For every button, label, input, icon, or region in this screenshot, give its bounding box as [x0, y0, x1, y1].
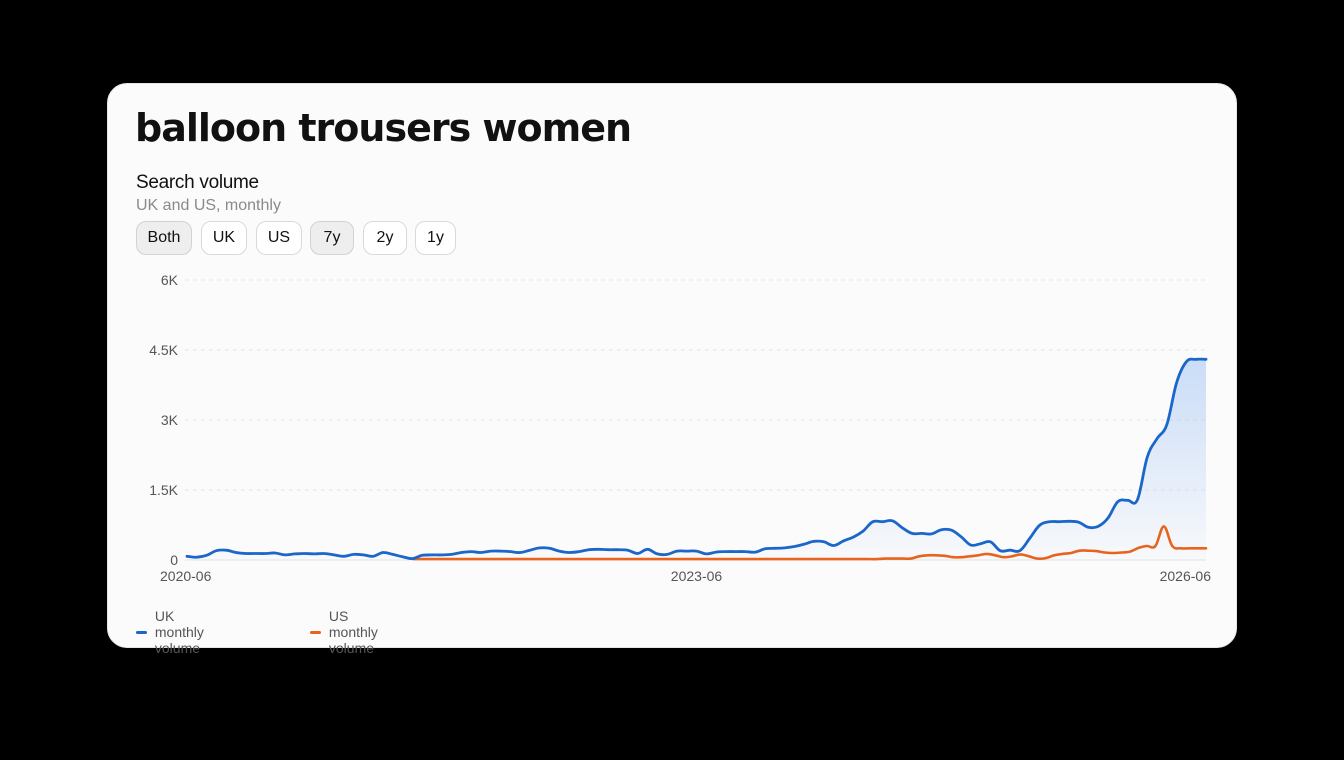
- range-2y-button[interactable]: 2y: [363, 221, 407, 255]
- chart-caption: UK and US, monthly: [136, 197, 281, 214]
- legend-label-uk: UK monthly volume: [154, 608, 204, 656]
- grid-lines: [185, 279, 1206, 561]
- chart-subtitle: Search volume: [136, 172, 259, 193]
- line-chart: 0 1.5K 3K 4.5K 6K 2020-06 2023-06 2026-06: [149, 272, 1211, 584]
- y-tick-label: 0: [170, 552, 178, 568]
- page-title: balloon trousers women: [135, 106, 632, 150]
- y-tick-label: 4.5K: [149, 342, 178, 358]
- us-volume-line: [412, 525, 1208, 561]
- plot-area: [185, 357, 1208, 561]
- range-7y-button[interactable]: 7y: [310, 221, 354, 255]
- legend-label-us: US monthly volume: [328, 608, 378, 656]
- filter-both-button[interactable]: Both: [136, 221, 192, 255]
- filter-uk-button[interactable]: UK: [201, 221, 247, 255]
- y-tick-label: 6K: [161, 272, 179, 288]
- legend-item-uk[interactable]: UK monthly volume: [136, 608, 215, 656]
- legend-swatch-us: [310, 630, 321, 634]
- legend-item-us[interactable]: US monthly volume: [310, 608, 389, 656]
- y-tick-label: 3K: [161, 412, 179, 428]
- range-1y-button[interactable]: 1y: [415, 221, 456, 255]
- uk-volume-area: [187, 359, 1206, 560]
- x-axis: 2020-06 2023-06 2026-06: [160, 568, 1211, 584]
- x-tick-label: 2023-06: [671, 568, 723, 584]
- x-tick-label: 2020-06: [160, 568, 212, 584]
- y-tick-label: 1.5K: [149, 482, 178, 498]
- uk-volume-line: [185, 357, 1208, 561]
- legend-swatch-uk: [136, 630, 147, 634]
- x-tick-label: 2026-06: [1160, 568, 1212, 584]
- chart-card: balloon trousers women Search volume UK …: [107, 83, 1237, 656]
- filter-us-button[interactable]: US: [256, 221, 302, 255]
- y-axis: 0 1.5K 3K 4.5K 6K: [149, 272, 178, 568]
